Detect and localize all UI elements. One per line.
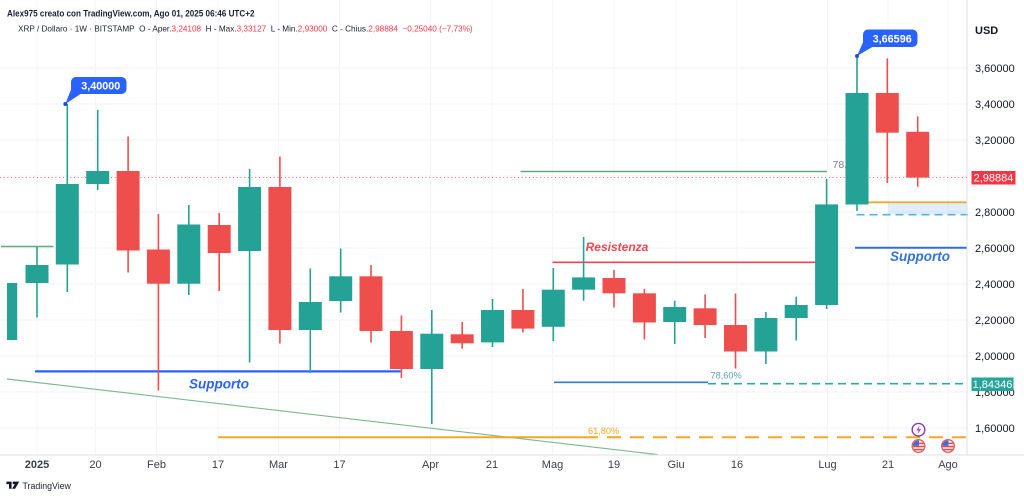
svg-text:61,80%: 61,80% [588, 426, 619, 436]
svg-text:USD: USD [975, 25, 998, 37]
svg-text:3,20000: 3,20000 [975, 135, 1015, 147]
svg-text:2,40000: 2,40000 [975, 279, 1015, 291]
svg-text:2,00000: 2,00000 [975, 351, 1015, 363]
svg-text:3,66596: 3,66596 [873, 34, 912, 46]
svg-text:Ago: Ago [938, 459, 958, 471]
svg-text:2,98884: 2,98884 [974, 173, 1014, 185]
svg-text:Alex975 creato con TradingView: Alex975 creato con TradingView.com, Ago … [7, 9, 255, 19]
svg-text:2,80000: 2,80000 [975, 207, 1015, 219]
svg-text:TradingView: TradingView [23, 481, 72, 491]
svg-text:Supporto: Supporto [189, 377, 249, 392]
svg-text:Supporto: Supporto [890, 249, 950, 264]
svg-text:Mar: Mar [269, 459, 288, 471]
svg-text:2,20000: 2,20000 [975, 315, 1015, 327]
svg-text:Mag: Mag [542, 459, 563, 471]
svg-text:1,84346: 1,84346 [973, 379, 1013, 391]
svg-text:2,60000: 2,60000 [975, 243, 1015, 255]
svg-text:17: 17 [212, 459, 224, 471]
svg-text:3,40000: 3,40000 [81, 81, 120, 93]
svg-text:21: 21 [882, 459, 894, 471]
svg-text:20: 20 [89, 459, 101, 471]
svg-text:78,60%: 78,60% [711, 371, 742, 381]
svg-text:16: 16 [731, 459, 743, 471]
svg-text:Lug: Lug [818, 459, 836, 471]
svg-text:1,60000: 1,60000 [975, 423, 1015, 435]
svg-text:Apr: Apr [422, 459, 439, 471]
svg-text:21: 21 [486, 459, 498, 471]
svg-text:17: 17 [333, 459, 345, 471]
svg-text:Feb: Feb [147, 459, 166, 471]
svg-text:Giu: Giu [667, 459, 684, 471]
svg-text:XRP / Dollaro · 1W · BITSTAMP: XRP / Dollaro · 1W · BITSTAMP O - Aper.3… [18, 25, 473, 34]
svg-text:2025: 2025 [25, 459, 49, 471]
svg-text:3,40000: 3,40000 [975, 99, 1015, 111]
svg-text:19: 19 [608, 459, 620, 471]
svg-text:Resistenza: Resistenza [586, 240, 649, 254]
svg-text:3,60000: 3,60000 [975, 63, 1015, 75]
